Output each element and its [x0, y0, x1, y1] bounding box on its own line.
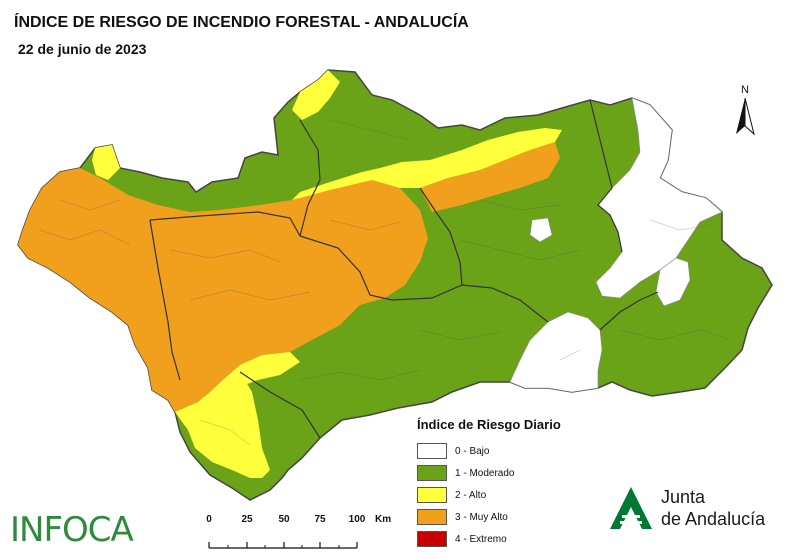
scale-tick-25: 25 [241, 514, 253, 525]
scale-tick-75: 75 [314, 514, 326, 525]
region-muy-alto-west [18, 168, 428, 412]
legend-swatch-extremo [417, 531, 447, 547]
legend-swatch-alto [417, 487, 447, 503]
legend-item-muy-alto: 3 - Muy Alto [417, 506, 561, 528]
legend-label-moderado: 1 - Moderado [455, 467, 515, 479]
legend-label-extremo: 4 - Extremo [455, 533, 507, 545]
legend-label-muy-alto: 3 - Muy Alto [455, 511, 508, 523]
region-alto-central [225, 352, 300, 386]
region-bajo-southeast [509, 311, 603, 393]
legend: Índice de Riesgo Diario 0 - Bajo 1 - Mod… [417, 417, 561, 550]
legend-item-extremo: 4 - Extremo [417, 528, 561, 550]
north-label: N [741, 84, 749, 96]
legend-swatch-muy-alto [417, 509, 447, 525]
junta-text-line1: Junta [661, 487, 706, 507]
north-arrow-icon [736, 98, 755, 136]
scale-tick-0: 0 [206, 514, 212, 525]
municipal-borders [39, 119, 731, 446]
region-alto-west-small [92, 145, 120, 180]
legend-item-bajo: 0 - Bajo [417, 440, 561, 462]
scale-bar: 0 25 50 75 100 Km [205, 514, 391, 554]
scale-tick-50: 50 [278, 514, 290, 525]
region-bajo-patch [529, 217, 553, 243]
map-title: ÍNDICE DE RIESGO DE INCENDIO FORESTAL - … [14, 14, 469, 31]
scale-tick-100: 100 [348, 514, 366, 525]
legend-swatch-bajo [417, 443, 447, 459]
legend-swatch-moderado [417, 465, 447, 481]
scale-unit: Km [375, 514, 392, 525]
legend-label-bajo: 0 - Bajo [455, 445, 490, 457]
map-date: 22 de junio de 2023 [18, 41, 147, 57]
region-alto-north-tip [292, 70, 340, 120]
region-alto-southwest [175, 372, 270, 478]
junta-text-line2: de Andalucía [661, 509, 766, 529]
region-alto-north-band [292, 128, 562, 200]
junta-emblem-icon [610, 487, 652, 529]
infoca-logo: INFOCA [10, 510, 134, 550]
region-bajo-east-small [655, 257, 691, 307]
scale-line [208, 542, 358, 549]
north-arrow: N [732, 84, 758, 136]
province-borders [149, 99, 659, 439]
legend-item-moderado: 1 - Moderado [417, 462, 561, 484]
region-muy-alto-northeast [420, 142, 560, 212]
legend-label-alto: 2 - Alto [455, 489, 487, 501]
legend-item-alto: 2 - Alto [417, 484, 561, 506]
junta-andalucia-logo: Junta de Andalucía [606, 485, 776, 535]
legend-title: Índice de Riesgo Diario [417, 417, 561, 432]
